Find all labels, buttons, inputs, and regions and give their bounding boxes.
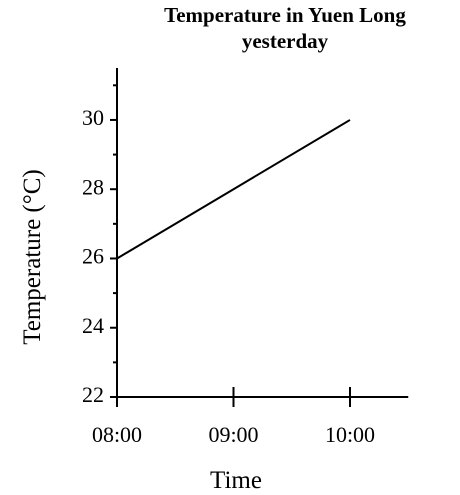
x-tick-label: 10:00 bbox=[325, 422, 375, 447]
x-tick-label: 09:00 bbox=[208, 422, 258, 447]
y-tick-label: 30 bbox=[82, 105, 104, 130]
y-tick-label: 28 bbox=[82, 174, 104, 199]
x-tick-label: 08:00 bbox=[92, 422, 142, 447]
line bbox=[116, 119, 351, 260]
y-tick-label: 22 bbox=[82, 382, 104, 407]
x-axis-label: Time bbox=[210, 467, 262, 494]
chart-title: Temperature in Yuen Long yesterday bbox=[164, 3, 406, 53]
y-axis-label: Temperature (°C) bbox=[19, 169, 46, 345]
y-tick-label: 26 bbox=[82, 244, 104, 269]
y-tick-label: 24 bbox=[82, 313, 104, 338]
